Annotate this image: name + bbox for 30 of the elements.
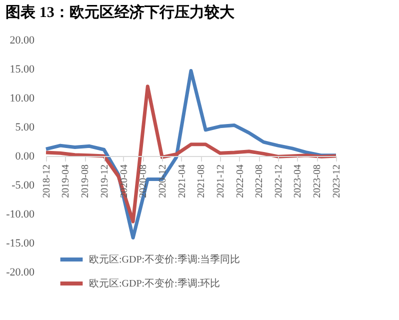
- x-tick-label: 2018-12: [42, 164, 52, 198]
- x-tick-label: 2022-08: [254, 164, 266, 198]
- legend-label: 欧元区:GDP:不变价:季调:当季同比: [89, 254, 240, 266]
- x-tick-label: 2023-04: [292, 164, 304, 198]
- x-tick-label: 2022-04: [234, 164, 246, 198]
- x-tick-label: 2019-12: [99, 164, 110, 198]
- y-tick-label: -15.00: [6, 238, 35, 250]
- x-tick-label: 2021-12: [216, 164, 227, 198]
- x-tick-label: 2022-12: [274, 164, 285, 198]
- y-tick-label: 15.00: [10, 64, 35, 76]
- y-tick-label: -10.00: [6, 208, 35, 220]
- line-series: [44, 84, 338, 224]
- y-tick-label: 5.00: [15, 122, 35, 134]
- line-series: [44, 68, 338, 240]
- y-tick-label: 20.00: [10, 34, 35, 46]
- y-tick-label: -20.00: [6, 266, 35, 278]
- x-tick-label: 2020-08: [138, 164, 150, 198]
- y-tick-label: -5.00: [12, 180, 35, 192]
- legend-label: 欧元区:GDP:不变价:季调:环比: [89, 278, 220, 290]
- x-tick-label: 2019-04: [60, 164, 72, 198]
- x-tick-label: 2020-12: [158, 164, 169, 198]
- x-tick-label: 2019-08: [80, 164, 92, 198]
- x-tick-label: 2020-04: [118, 164, 130, 198]
- x-tick-label: 2023-08: [312, 164, 324, 198]
- y-tick-label: 10.00: [10, 92, 35, 104]
- x-tick-label: 2023-12: [332, 164, 342, 198]
- y-tick-label: 0.00: [15, 150, 35, 162]
- chart-title: 图表 13：欧元区经济下行压力较大: [6, 3, 236, 21]
- x-tick-label: 2021-08: [196, 164, 208, 198]
- x-tick-label: 2021-04: [176, 164, 188, 198]
